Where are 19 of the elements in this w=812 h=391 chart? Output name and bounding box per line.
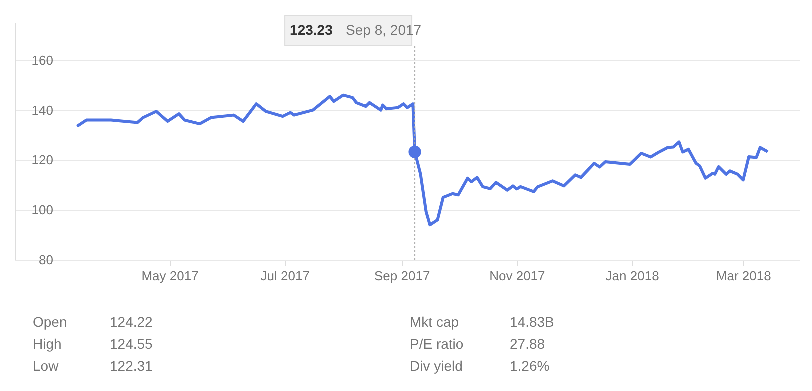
- x-tick-label: Jul 2017: [260, 268, 310, 284]
- text: Open 124.22: [33, 314, 153, 330]
- x-tick-label: Mar 2018: [716, 268, 772, 284]
- text: P/E ratio 27.88: [410, 336, 546, 352]
- text: High 124.55: [33, 336, 153, 352]
- x-tick-label: Nov 2017: [490, 268, 546, 284]
- y-tick-label: 100: [32, 202, 54, 218]
- text: Low 122.31: [33, 358, 153, 374]
- annotation: 123.23 Sep 8, 2017: [290, 22, 422, 38]
- x-tick-label: Sep 2017: [374, 268, 430, 284]
- y-tick-label: 120: [32, 152, 54, 168]
- x-tick-label: May 2017: [142, 268, 199, 284]
- line-series: [76, 94, 770, 227]
- y-tick-label: 140: [32, 102, 54, 118]
- y-tick-label: 80: [39, 252, 54, 268]
- text: Div yield 1.26%: [410, 358, 550, 374]
- y-tick-label: 160: [32, 52, 54, 68]
- x-tick-label: Jan 2018: [606, 268, 660, 284]
- text: Mkt cap 14.83B: [410, 314, 554, 330]
